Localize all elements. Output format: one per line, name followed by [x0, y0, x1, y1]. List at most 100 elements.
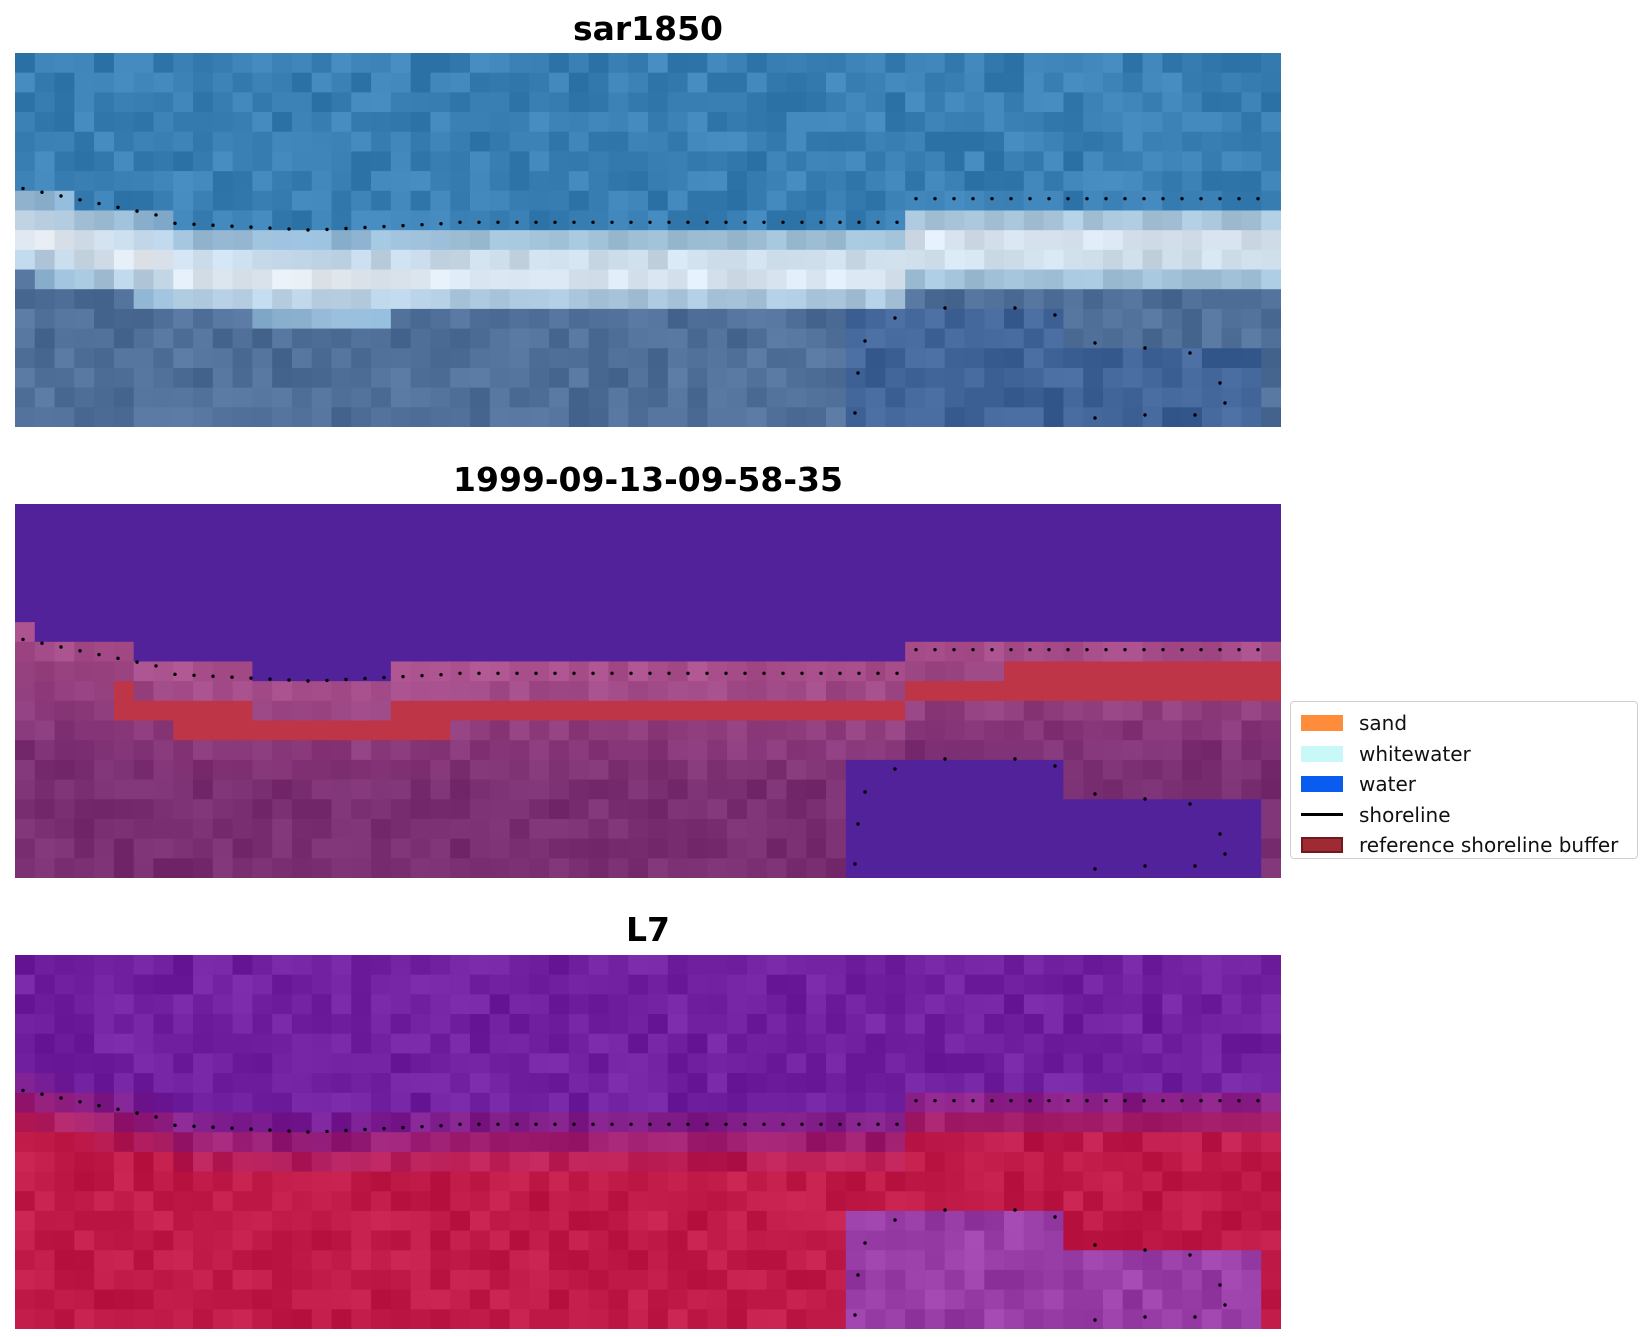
class-pixel	[1023, 504, 1045, 525]
index-pixel	[252, 1073, 273, 1094]
class-pixel	[331, 818, 352, 840]
index-pixel	[34, 1289, 56, 1310]
rgb-pixel	[746, 269, 768, 290]
rgb-pixel	[410, 269, 432, 290]
index-pixel	[707, 955, 728, 976]
rgb-pixel	[687, 210, 708, 231]
rgb-pixel	[450, 210, 471, 231]
rgb-pixel	[252, 112, 273, 133]
shoreline-point	[1256, 647, 1260, 652]
shoreline-point	[116, 205, 120, 210]
index-pixel	[944, 1289, 966, 1310]
index-pixel	[54, 1191, 75, 1212]
rgb-pixel	[34, 112, 56, 133]
index-pixel	[450, 1053, 471, 1074]
index-pixel	[1004, 1230, 1025, 1251]
index-pixel	[568, 1210, 590, 1232]
class-pixel	[1201, 641, 1223, 663]
class-pixel	[1182, 858, 1203, 878]
shoreline-point	[382, 675, 386, 680]
rgb-pixel	[74, 190, 95, 212]
rgb-pixel	[648, 289, 669, 310]
rgb-pixel	[529, 131, 550, 153]
rgb-pixel	[489, 289, 511, 310]
class-pixel	[173, 641, 194, 663]
class-pixel	[964, 543, 985, 564]
index-pixel	[311, 1112, 333, 1133]
rgb-pixel	[15, 53, 36, 74]
rgb-pixel	[568, 190, 590, 212]
shoreline-point	[420, 1124, 424, 1129]
rgb-pixel	[1004, 387, 1025, 408]
index-pixel	[94, 1014, 115, 1035]
shoreline-point	[325, 227, 329, 232]
class-pixel	[1221, 641, 1243, 663]
class-pixel	[746, 602, 768, 623]
class-pixel	[1142, 838, 1163, 859]
index-pixel	[331, 1033, 352, 1055]
class-pixel	[667, 720, 689, 741]
class-pixel	[865, 858, 886, 878]
class-pixel	[390, 799, 412, 820]
index-pixel	[984, 1132, 1005, 1153]
class-pixel	[74, 681, 95, 702]
class-pixel	[351, 838, 372, 859]
class-pixel	[450, 523, 471, 544]
shoreline-point	[762, 671, 766, 675]
index-pixel	[924, 1309, 946, 1329]
shoreline-point	[173, 672, 177, 677]
class-pixel	[1023, 740, 1045, 761]
class-pixel	[113, 818, 135, 840]
index-pixel	[212, 994, 234, 1015]
class-pixel	[1083, 681, 1104, 702]
rgb-pixel	[648, 348, 669, 369]
index-pixel	[410, 1210, 432, 1232]
rgb-pixel	[74, 308, 95, 330]
index-pixel	[390, 1309, 412, 1329]
class-pixel	[984, 779, 1005, 800]
index-pixel	[371, 1191, 392, 1212]
index-pixel	[628, 1250, 649, 1271]
index-pixel	[113, 1191, 135, 1212]
class-pixel	[272, 779, 293, 800]
rgb-pixel	[964, 230, 985, 251]
class-pixel	[430, 602, 451, 623]
class-pixel	[845, 661, 867, 682]
class-pixel	[1063, 582, 1084, 604]
index-pixel	[54, 1151, 75, 1173]
shoreline-point	[21, 1088, 25, 1093]
shoreline-point	[1104, 196, 1108, 201]
index-pixel	[15, 1250, 36, 1271]
class-pixel	[568, 838, 590, 859]
class-pixel	[1261, 740, 1281, 761]
rgb-pixel	[1023, 112, 1045, 133]
index-pixel	[1261, 1309, 1281, 1329]
index-pixel	[1182, 1250, 1203, 1271]
class-pixel	[509, 740, 530, 761]
rgb-pixel	[1023, 72, 1045, 93]
class-pixel	[1182, 779, 1203, 800]
class-pixel	[1023, 681, 1045, 702]
index-pixel	[549, 1033, 570, 1055]
class-pixel	[1004, 661, 1025, 682]
class-pixel	[252, 858, 273, 878]
index-pixel	[272, 1289, 293, 1310]
rgb-pixel	[746, 387, 768, 408]
shoreline-point	[1013, 757, 1017, 761]
class-pixel	[1023, 641, 1045, 663]
shoreline-point	[876, 671, 880, 675]
shoreline-point	[78, 649, 82, 653]
rgb-pixel	[1142, 387, 1163, 408]
class-pixel	[1023, 818, 1045, 840]
class-pixel	[390, 641, 412, 663]
class-pixel	[786, 641, 807, 663]
rgb-pixel	[628, 112, 649, 133]
class-pixel	[549, 661, 570, 682]
index-pixel	[588, 1230, 610, 1251]
class-pixel	[1182, 799, 1203, 820]
rgb-pixel	[272, 72, 293, 93]
shoreline-point	[211, 223, 215, 227]
class-pixel	[133, 759, 155, 781]
rgb-pixel	[1004, 367, 1025, 389]
class-pixel	[924, 779, 946, 800]
